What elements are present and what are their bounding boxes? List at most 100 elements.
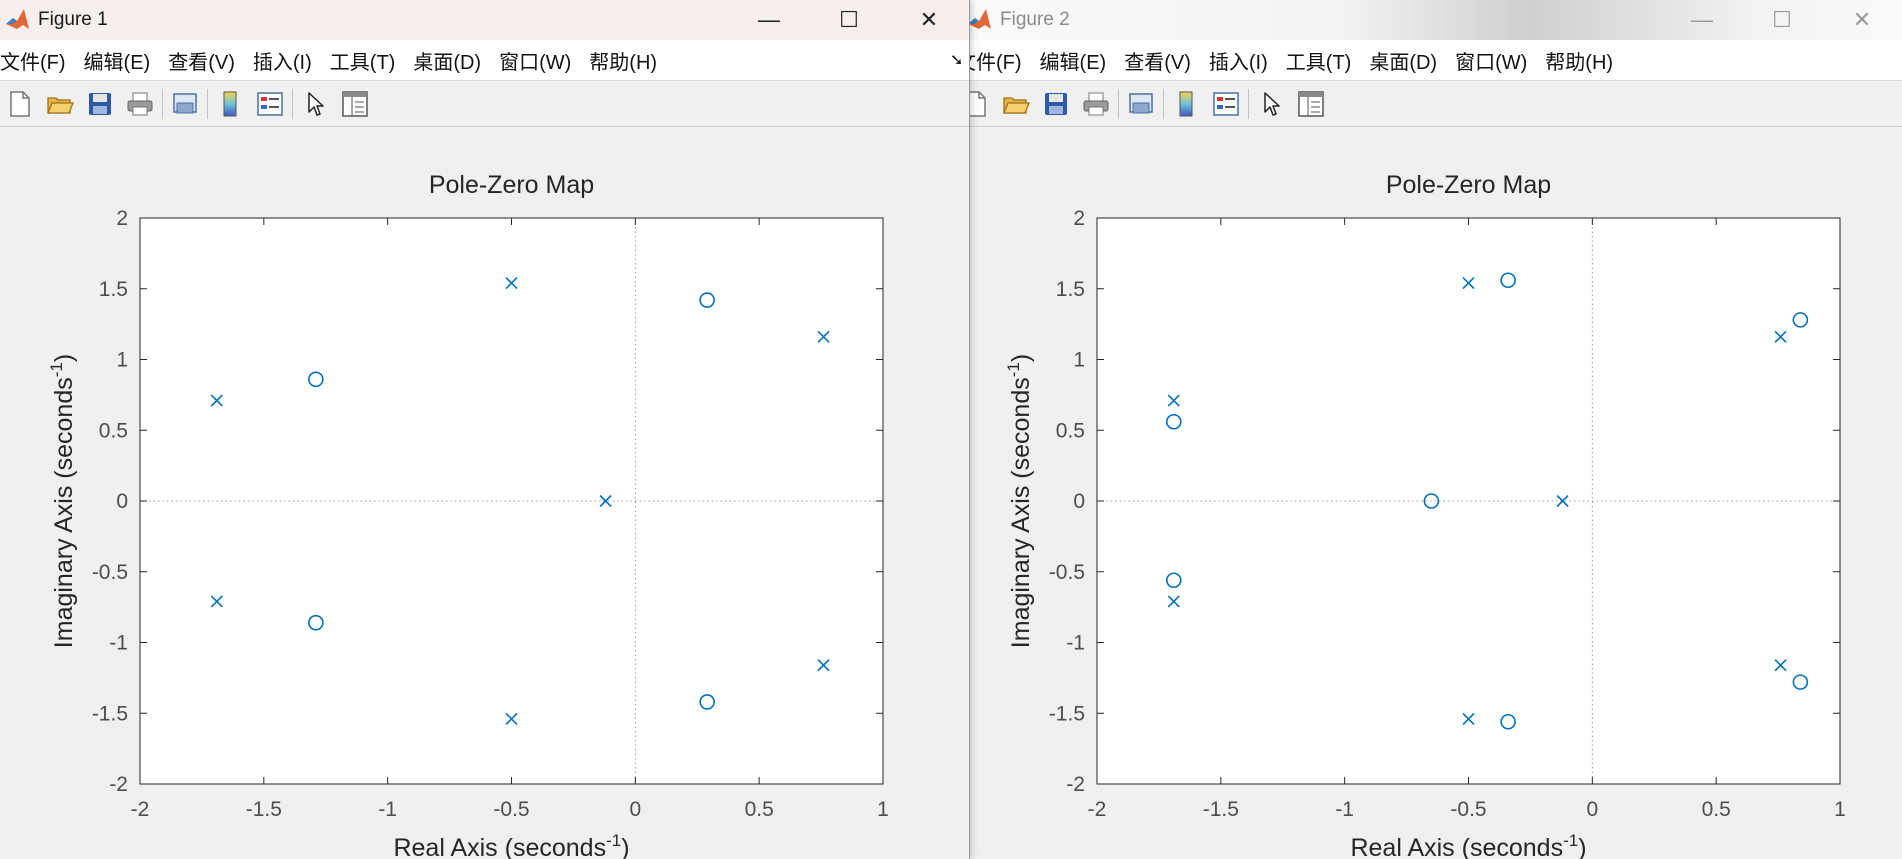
zero-marker — [1165, 413, 1182, 430]
save-icon — [1045, 92, 1067, 115]
x-tick-label: -1.5 — [1203, 798, 1239, 821]
menu-file[interactable]: 文件(F) — [970, 51, 1022, 74]
x-tick-label: 0 — [629, 798, 641, 821]
colorbar-icon — [223, 91, 237, 116]
property-inspector-icon — [1298, 90, 1324, 117]
pole-marker — [1167, 394, 1180, 407]
menu-tools[interactable]: 工具(T) — [1285, 51, 1352, 74]
edit-plot-button[interactable] — [1251, 84, 1291, 124]
edit-plot-button[interactable] — [295, 84, 335, 124]
property-inspector-button[interactable] — [335, 84, 375, 124]
pole-marker — [817, 330, 830, 343]
x-axis-label-close: ) — [1578, 834, 1586, 859]
x-tick-label: 1 — [1834, 798, 1846, 821]
y-tick-label: 0 — [1073, 490, 1085, 513]
x-axis-label-close: ) — [621, 834, 629, 859]
insert-legend-button[interactable] — [1206, 84, 1246, 124]
print-preview-button[interactable] — [1121, 84, 1161, 124]
menu-insert[interactable]: 插入(I) — [252, 51, 312, 74]
new-figure-button[interactable] — [0, 84, 40, 124]
x-tick-label: -1 — [1335, 798, 1354, 821]
x-tick-label: 0.5 — [1702, 798, 1731, 821]
y-tick-label: 0.5 — [99, 419, 128, 442]
menu-edit[interactable]: 编辑(E) — [83, 51, 151, 74]
close-button[interactable]: ✕ — [1852, 7, 1872, 32]
y-tick-label: 1.5 — [1056, 278, 1085, 301]
print-preview-button[interactable] — [165, 84, 205, 124]
y-axis-label-exponent: -1 — [1004, 362, 1023, 377]
pole-marker — [1774, 330, 1787, 343]
print-button[interactable] — [1076, 84, 1116, 124]
open-file-button[interactable] — [996, 84, 1036, 124]
save-icon — [89, 92, 111, 115]
y-tick-label: -1.5 — [1049, 702, 1085, 725]
open-file-icon — [47, 96, 74, 114]
open-file-icon — [1003, 96, 1030, 114]
insert-colorbar-button[interactable] — [1166, 84, 1206, 124]
menu-window[interactable]: 窗口(W) — [499, 51, 572, 74]
minimize-button[interactable]: — — [758, 7, 780, 32]
pole-zero-map-chart: -2 -1.5 -1 -0.5 0 0.5 1 2 1.5 1 0.5 0 -0.5 -1 -1.5 -2 Po… — [47, 171, 889, 859]
y-axis-label-close: ) — [50, 354, 78, 362]
y-axis-label: Imaginary Axis (seconds-1) — [1004, 354, 1035, 648]
menu-help[interactable]: 帮助(H) — [1545, 51, 1614, 74]
figure-canvas: -2 -1.5 -1 -0.5 0 0.5 1 2 1.5 1 0.5 0 -0.5 -1 -1.5 -2 Po… — [0, 127, 969, 859]
matlab-logo-icon — [6, 9, 29, 29]
menu-view[interactable]: 查看(V) — [168, 51, 235, 74]
minimize-button[interactable]: — — [1691, 7, 1713, 32]
pole-marker — [599, 494, 612, 508]
print-button[interactable] — [120, 84, 160, 124]
title-bar[interactable]: Figure 1 — ☐ ✕ — [0, 0, 969, 40]
pole-marker — [210, 595, 223, 608]
y-tick-label: -2 — [109, 773, 128, 796]
window-title: Figure 2 — [1000, 9, 1070, 30]
save-button[interactable] — [80, 84, 120, 124]
menu-tools[interactable]: 工具(T) — [329, 51, 396, 74]
maximize-button[interactable]: ☐ — [1772, 7, 1792, 32]
x-tick-label: 1 — [877, 798, 889, 821]
edit-plot-arrow-icon — [1264, 91, 1280, 116]
zero-marker — [1792, 312, 1809, 328]
property-inspector-button[interactable] — [1291, 84, 1331, 124]
pole-marker — [210, 394, 223, 407]
y-axis-label-close: ) — [1007, 354, 1035, 362]
menu-help[interactable]: 帮助(H) — [589, 51, 658, 74]
close-button[interactable]: ✕ — [919, 7, 939, 32]
print-icon — [127, 92, 153, 115]
y-axis-label-text: Imaginary Axis (seconds — [1007, 377, 1035, 648]
menu-insert[interactable]: 插入(I) — [1208, 51, 1268, 74]
insert-legend-button[interactable] — [250, 84, 290, 124]
pole-zero-map-chart: -2 -1.5 -1 -0.5 0 0.5 1 2 1.5 1 0.5 0 -0.5 -1 -1.5 -2 Po… — [1004, 171, 1846, 859]
figure-toolbar — [0, 81, 969, 127]
axes-box — [139, 217, 884, 785]
undock-arrow-icon[interactable]: ➘ — [950, 52, 964, 69]
menu-desktop[interactable]: 桌面(D) — [1369, 51, 1438, 74]
maximize-button[interactable]: ☐ — [839, 7, 859, 32]
menu-bar: 文件(F) 编辑(E) 查看(V) 插入(I) 工具(T) 桌面(D) 窗口(W… — [0, 40, 969, 81]
open-file-button[interactable] — [40, 84, 80, 124]
property-inspector-icon — [342, 90, 368, 117]
new-figure-button[interactable] — [970, 84, 996, 124]
menu-view[interactable]: 查看(V) — [1124, 51, 1191, 74]
legend-icon — [257, 91, 283, 116]
menu-file[interactable]: 文件(F) — [0, 51, 66, 74]
zero-marker — [1792, 674, 1809, 690]
zero-marker — [1500, 272, 1516, 289]
zero-marker — [308, 614, 324, 631]
y-tick-label: -2 — [1066, 773, 1085, 796]
pole-marker — [1462, 712, 1475, 725]
toolbar-separator — [1163, 88, 1164, 119]
figure-canvas: -2 -1.5 -1 -0.5 0 0.5 1 2 1.5 1 0.5 0 -0.5 -1 -1.5 -2 Po… — [970, 127, 1902, 859]
x-axis-label: Real Axis (seconds-1) — [393, 831, 629, 859]
pole-marker — [1556, 494, 1569, 508]
title-bar[interactable]: Figure 2 — ☐ ✕ — [970, 0, 1902, 40]
zero-marker — [699, 694, 715, 710]
menu-desktop[interactable]: 桌面(D) — [413, 51, 482, 74]
y-tick-label: 2 — [1073, 207, 1085, 230]
menu-window[interactable]: 窗口(W) — [1455, 51, 1528, 74]
new-figure-icon — [970, 90, 986, 117]
insert-colorbar-button[interactable] — [210, 84, 250, 124]
x-tick-label: 0 — [1586, 798, 1598, 821]
save-button[interactable] — [1036, 84, 1076, 124]
menu-edit[interactable]: 编辑(E) — [1039, 51, 1107, 74]
